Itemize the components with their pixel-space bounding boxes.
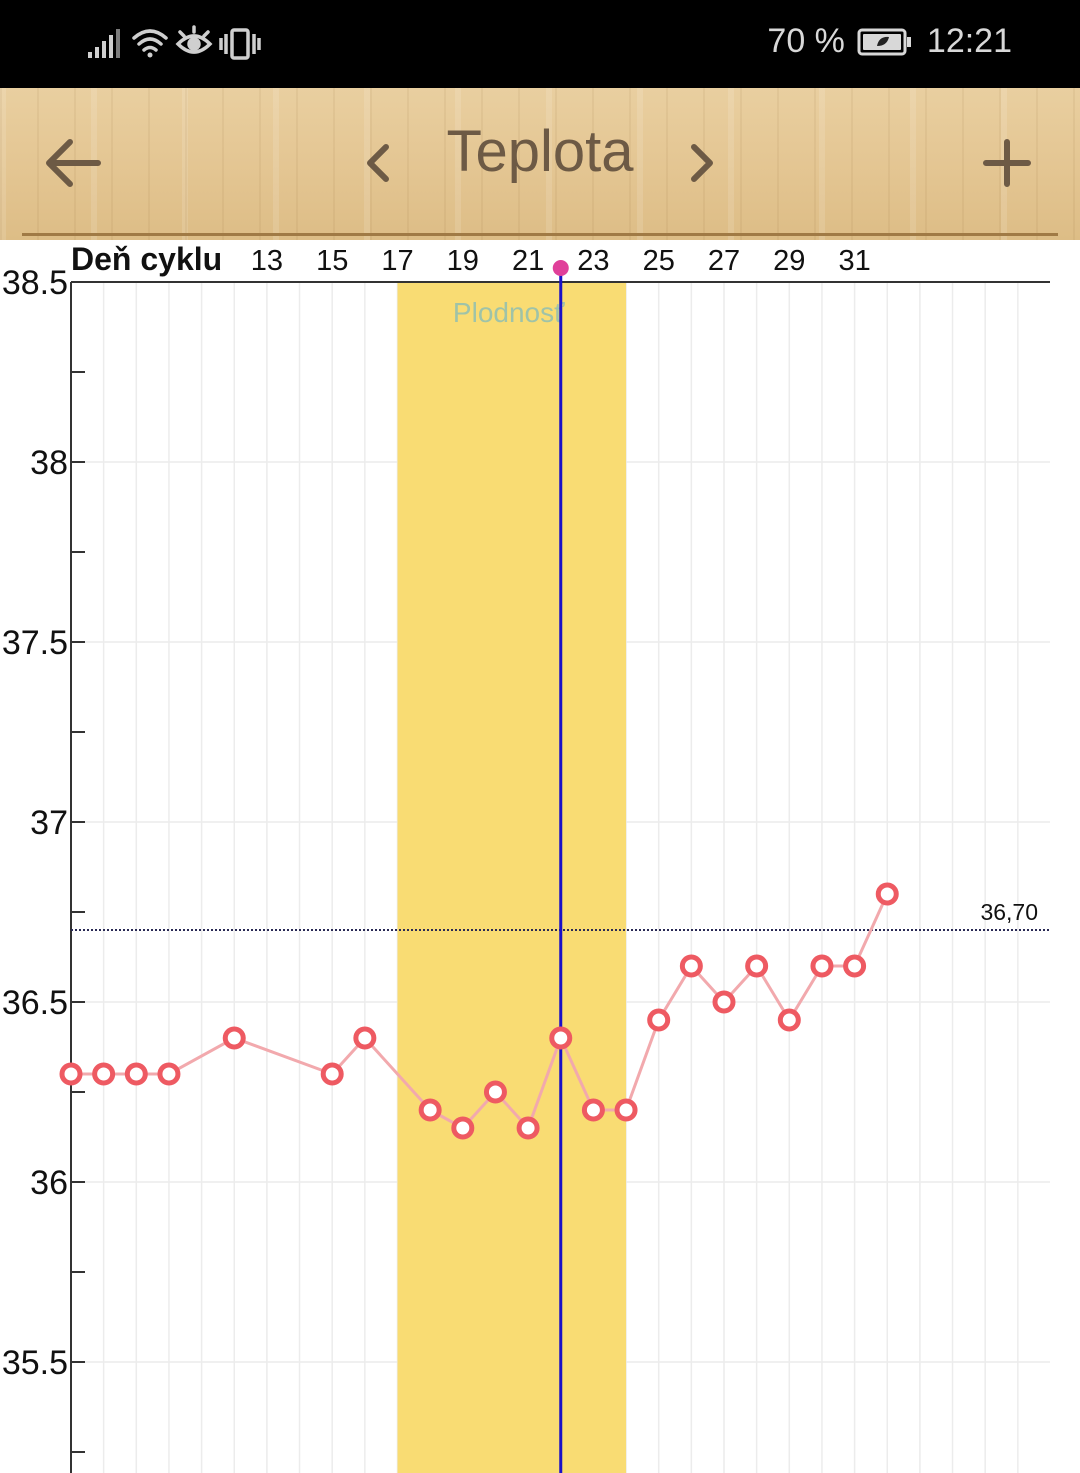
plus-icon[interactable]: [972, 128, 1042, 198]
temperature-point: [92, 1062, 116, 1086]
x-tick-label: 27: [708, 245, 740, 277]
temperature-point: [549, 1026, 573, 1050]
temperature-point: [614, 1098, 638, 1122]
temperature-line: [71, 893, 889, 1131]
x-tick-label: 31: [838, 245, 870, 277]
temperature-point: [777, 1008, 801, 1032]
temperature-point: [353, 1026, 377, 1050]
signal-icon: [88, 29, 120, 58]
fertile-window-label: Plodnosť: [453, 297, 565, 328]
app-header: Teplota: [0, 88, 1080, 240]
temperature-point: [679, 954, 703, 978]
x-tick-label: 15: [316, 245, 348, 277]
x-tick-label: 25: [643, 245, 675, 277]
fertile-window: [397, 282, 627, 1473]
temperature-point: [647, 1008, 671, 1032]
ovulation-marker: [552, 260, 569, 276]
temperature-point: [843, 954, 867, 978]
y-tick-label: 35.5: [2, 1344, 68, 1382]
threshold-label: 36,70: [980, 899, 1038, 925]
x-tick-label: 17: [381, 245, 413, 277]
status-bar: 70 % 12:21: [0, 0, 1080, 88]
y-tick-label: 36.5: [2, 984, 68, 1022]
temperature-point: [712, 990, 736, 1014]
vibrate-icon: [219, 28, 261, 60]
battery-percent: 70 %: [767, 22, 845, 60]
temperature-point: [222, 1026, 246, 1050]
y-tick-label: 37: [30, 804, 68, 842]
x-tick-label: 19: [447, 245, 479, 277]
temperature-point: [745, 954, 769, 978]
header-divider: [22, 233, 1058, 236]
chevron-right-icon[interactable]: [666, 128, 736, 198]
page-title: Teplota: [446, 119, 634, 184]
y-tick-label: 38.5: [2, 264, 68, 302]
y-tick-label: 38: [30, 444, 68, 482]
x-tick-label: 23: [577, 245, 609, 277]
temperature-point: [516, 1116, 540, 1140]
temperature-point: [157, 1062, 181, 1086]
clock: 12:21: [926, 22, 1012, 60]
temperature-chart[interactable]: Plodnosť 38.5 38 37.5 37 36.5 36 35.5 Deň cyklu 1…: [0, 240, 1080, 1473]
temperature-point: [418, 1098, 442, 1122]
x-tick-label: 29: [773, 245, 805, 277]
temperature-point: [875, 882, 899, 906]
temperature-point: [124, 1062, 148, 1086]
temperature-point: [581, 1098, 605, 1122]
chart-canvas: Plodnosť 38.5 38 37.5 37 36.5 36 35.5 Deň cyklu 1…: [2, 241, 1050, 1473]
temperature-point: [320, 1062, 344, 1086]
x-tick-label: 21: [512, 245, 544, 277]
temperature-point: [483, 1080, 507, 1104]
status-icons: [88, 25, 261, 60]
temperature-point: [810, 954, 834, 978]
battery-icon: [857, 28, 911, 55]
temperature-point: [59, 1062, 83, 1086]
temperature-point: [451, 1116, 475, 1140]
y-tick-label: 36: [30, 1164, 68, 1202]
back-arrow-icon[interactable]: [38, 128, 108, 198]
wifi-icon: [132, 29, 168, 58]
x-tick-label: 13: [251, 245, 283, 277]
y-tick-label: 37.5: [2, 624, 68, 662]
chevron-left-icon[interactable]: [346, 128, 416, 198]
eye-icon: [175, 25, 213, 54]
x-axis-title: Deň cyklu: [71, 241, 222, 277]
